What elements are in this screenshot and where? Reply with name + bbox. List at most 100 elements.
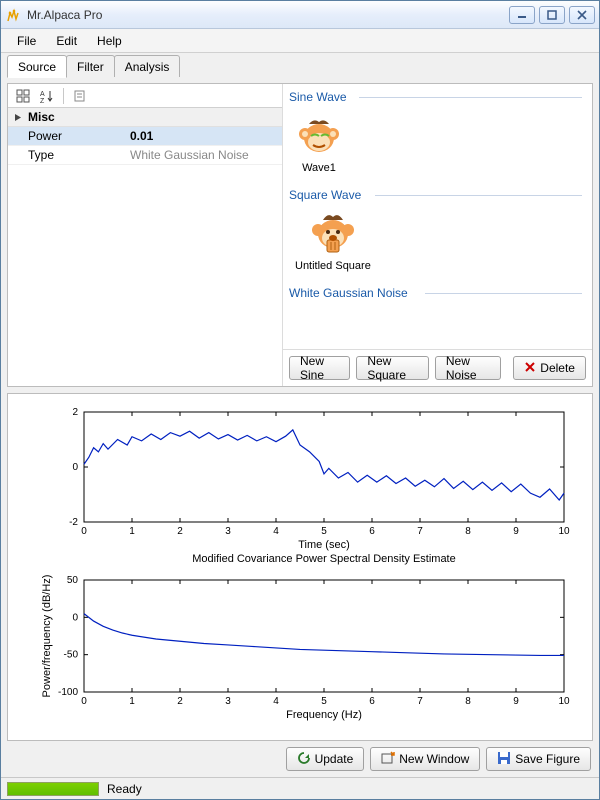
close-button[interactable] (569, 6, 595, 24)
wave-item-untitled-square[interactable]: Untitled Square (295, 210, 371, 272)
svg-text:4: 4 (273, 696, 279, 707)
update-button[interactable]: Update (286, 747, 365, 771)
svg-text:Modified Covariance Power Spec: Modified Covariance Power Spectral Densi… (192, 553, 456, 565)
charts-panel: 012345678910-202Time (sec)Modified Covar… (7, 393, 593, 741)
prop-value: White Gaussian Noise (126, 146, 282, 164)
svg-text:2: 2 (177, 696, 183, 707)
menu-file[interactable]: File (7, 29, 46, 52)
svg-text:1: 1 (129, 526, 135, 537)
minimize-button[interactable] (509, 6, 535, 24)
svg-text:6: 6 (369, 696, 375, 707)
wave-item-wave1[interactable]: Wave1 (295, 112, 343, 174)
tab-source[interactable]: Source (7, 55, 67, 78)
new-window-button[interactable]: New Window (370, 747, 480, 771)
new-square-button[interactable]: New Square (356, 356, 429, 380)
refresh-icon (297, 751, 311, 768)
toolbar-separator (63, 88, 64, 104)
upper-panel: AZ Misc Power 0.01 (7, 83, 593, 387)
wave-button-bar: New Sine New Square New Noise Delete (283, 349, 592, 386)
svg-text:7: 7 (417, 526, 423, 537)
propgrid-toolbar: AZ (8, 84, 282, 108)
svg-text:10: 10 (558, 696, 570, 707)
wave-browser: Sine Wave Wave1 Square Wave (283, 84, 592, 386)
propgrid-body: Misc Power 0.01 Type White Gaussian Nois… (8, 108, 282, 386)
app-icon (5, 7, 21, 23)
svg-text:5: 5 (321, 526, 327, 537)
save-icon (497, 751, 511, 768)
svg-text:50: 50 (67, 575, 79, 586)
svg-text:A: A (40, 91, 45, 98)
svg-text:2: 2 (72, 407, 78, 418)
svg-text:8: 8 (465, 526, 471, 537)
app-window: Mr.Alpaca Pro File Edit Help Source Filt… (0, 0, 600, 800)
svg-text:0: 0 (72, 612, 78, 623)
tab-filter[interactable]: Filter (66, 55, 115, 77)
tabstrip: Source Filter Analysis (1, 53, 599, 77)
svg-text:3: 3 (225, 526, 231, 537)
svg-text:10: 10 (558, 526, 570, 537)
tab-analysis[interactable]: Analysis (114, 55, 181, 77)
statusbar: Ready (1, 777, 599, 799)
charts-svg: 012345678910-202Time (sec)Modified Covar… (10, 398, 590, 736)
property-pages-icon[interactable] (69, 86, 91, 106)
svg-text:8: 8 (465, 696, 471, 707)
group-square: Square Wave Untitled Square (289, 186, 586, 278)
delete-button[interactable]: Delete (513, 356, 586, 380)
svg-text:Frequency (Hz): Frequency (Hz) (286, 709, 362, 721)
svg-text:5: 5 (321, 696, 327, 707)
svg-text:-2: -2 (69, 517, 78, 528)
svg-text:4: 4 (273, 526, 279, 537)
new-window-icon (381, 751, 395, 768)
prop-value[interactable]: 0.01 (126, 127, 282, 145)
action-bar: Update New Window Save Figure (7, 747, 593, 771)
svg-text:0: 0 (81, 526, 87, 537)
status-text: Ready (107, 782, 142, 796)
monkey-icon (295, 112, 343, 160)
new-noise-button[interactable]: New Noise (435, 356, 501, 380)
categorize-icon[interactable] (12, 86, 34, 106)
propgrid-category-label: Misc (28, 110, 55, 124)
maximize-button[interactable] (539, 6, 565, 24)
svg-text:9: 9 (513, 526, 519, 537)
sort-az-icon[interactable]: AZ (36, 86, 58, 106)
prop-key: Power (8, 127, 126, 145)
propgrid-category[interactable]: Misc (8, 108, 282, 127)
svg-text:-100: -100 (58, 687, 78, 698)
save-figure-button[interactable]: Save Figure (486, 747, 591, 771)
monkey-square-icon (309, 210, 357, 258)
menu-edit[interactable]: Edit (46, 29, 87, 52)
group-title: Square Wave (289, 186, 586, 204)
svg-text:1: 1 (129, 696, 135, 707)
wave-scroll[interactable]: Sine Wave Wave1 Square Wave (283, 84, 592, 349)
menu-help[interactable]: Help (87, 29, 132, 52)
svg-text:3: 3 (225, 696, 231, 707)
delete-icon (524, 361, 536, 376)
content-area: AZ Misc Power 0.01 (1, 77, 599, 777)
progress-bar (7, 782, 99, 796)
svg-text:9: 9 (513, 696, 519, 707)
svg-text:Z: Z (40, 98, 45, 103)
svg-text:7: 7 (417, 696, 423, 707)
prop-key: Type (8, 146, 126, 164)
svg-text:0: 0 (72, 462, 78, 473)
svg-text:0: 0 (81, 696, 87, 707)
collapse-icon[interactable] (12, 111, 24, 123)
svg-text:6: 6 (369, 526, 375, 537)
svg-text:Time (sec): Time (sec) (298, 539, 350, 551)
property-grid: AZ Misc Power 0.01 (8, 84, 283, 386)
wave-item-label: Untitled Square (295, 260, 371, 272)
titlebar: Mr.Alpaca Pro (1, 1, 599, 29)
window-controls (509, 6, 595, 24)
group-title: White Gaussian Noise (289, 284, 586, 302)
svg-text:Power/frequency (dB/Hz): Power/frequency (dB/Hz) (41, 575, 53, 698)
svg-text:-50: -50 (64, 650, 79, 661)
group-noise: White Gaussian Noise (289, 284, 586, 302)
window-title: Mr.Alpaca Pro (27, 8, 509, 22)
group-title: Sine Wave (289, 88, 586, 106)
prop-row-type[interactable]: Type White Gaussian Noise (8, 146, 282, 165)
group-sine: Sine Wave Wave1 (289, 88, 586, 180)
wave-item-label: Wave1 (295, 162, 343, 174)
new-sine-button[interactable]: New Sine (289, 356, 350, 380)
prop-row-power[interactable]: Power 0.01 (8, 127, 282, 146)
svg-text:2: 2 (177, 526, 183, 537)
